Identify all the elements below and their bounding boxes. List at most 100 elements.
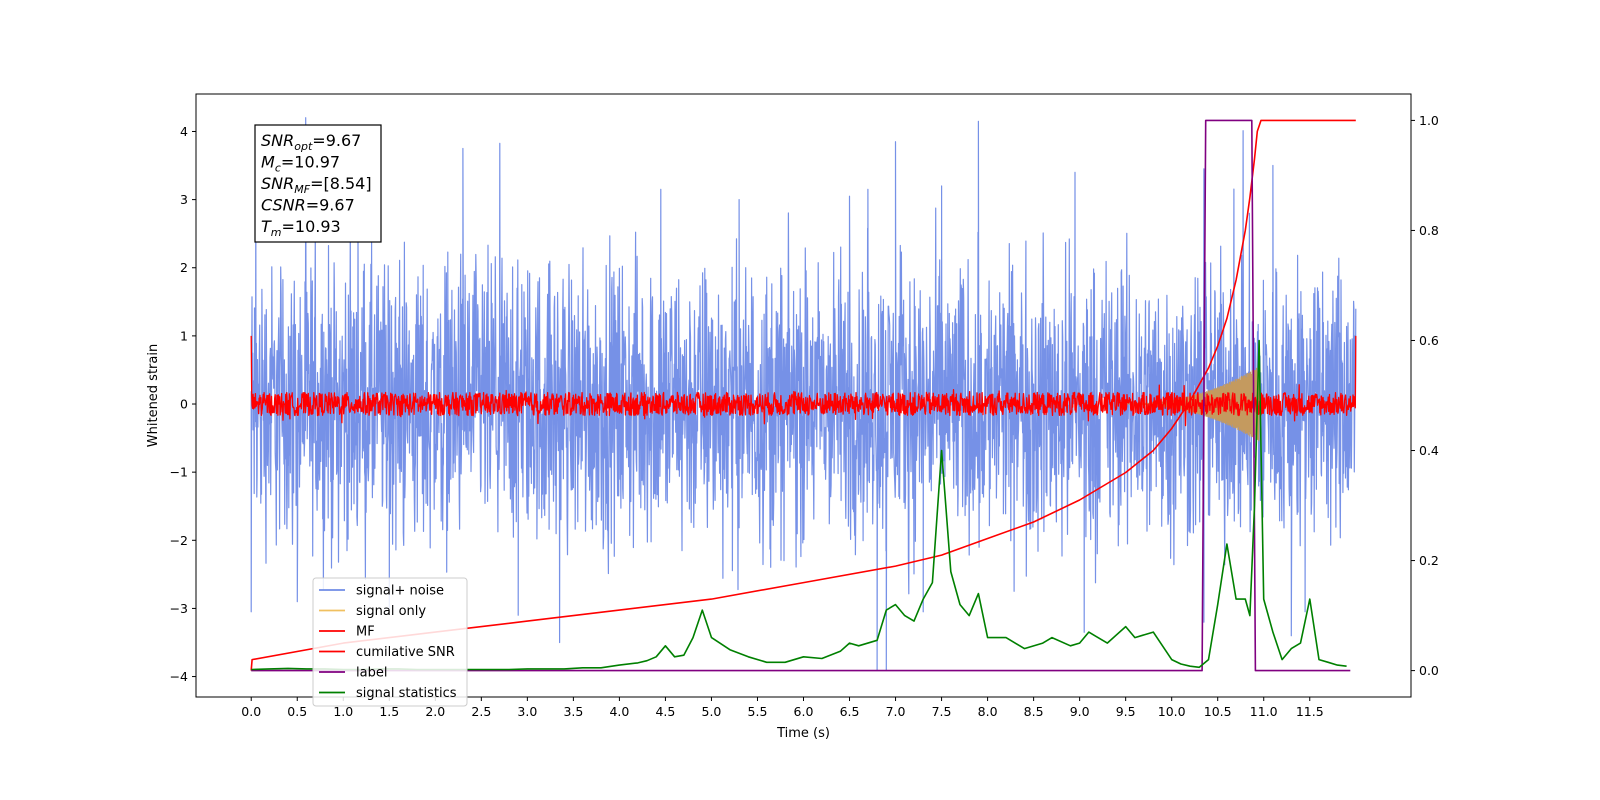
y-tick-label: 4 <box>180 124 188 139</box>
annotation-frame <box>254 124 382 243</box>
y-tick: 2 <box>180 260 196 275</box>
x-tick: 7.5 <box>932 697 952 719</box>
x-tick: 6.0 <box>794 697 814 719</box>
annotation-line: SNRopt=9.67 <box>261 131 361 153</box>
legend-item: signal statistics <box>319 686 457 701</box>
x-tick: 2.5 <box>471 697 491 719</box>
x-tick-label: 2.0 <box>425 704 445 719</box>
y-axis-label: Whitened strain <box>146 344 161 447</box>
x-tick-label: 6.0 <box>794 704 814 719</box>
x-tick: 11.5 <box>1296 697 1324 719</box>
x-tick-label: 8.5 <box>1024 704 1044 719</box>
legend-label: cumilative SNR <box>356 645 455 660</box>
x-tick-label: 3.0 <box>517 704 537 719</box>
y2-tick: 0.6 <box>1411 333 1439 348</box>
x-tick-label: 7.5 <box>932 704 952 719</box>
x-axis: 0.0 0.5 1.0 1.5 2.0 2.5 3.0 3.5 4.0 4.5 5.0 5.5 6.0 6… <box>241 697 1324 719</box>
x-tick-label: 6.5 <box>840 704 860 719</box>
x-tick-label: 8.0 <box>978 704 998 719</box>
x-tick-label: 10.0 <box>1158 704 1186 719</box>
x-tick-label: 9.0 <box>1070 704 1090 719</box>
y-tick-label: 0 <box>180 397 188 412</box>
series-signal-noise <box>250 117 1357 671</box>
y-tick-label: −2 <box>170 533 188 548</box>
legend: signal+ noise signal only MF cumilative SNR… <box>312 577 468 707</box>
y-tick-label: −3 <box>170 601 188 616</box>
legend-frame <box>312 577 468 707</box>
y2-tick-label: 1.0 <box>1419 113 1439 128</box>
x-tick: 4.0 <box>609 697 629 719</box>
x-tick-label: 0.0 <box>241 704 261 719</box>
y2-tick: 0.8 <box>1411 223 1439 238</box>
y2-tick: 0.2 <box>1411 553 1439 568</box>
x-tick-label: 0.5 <box>287 704 307 719</box>
y2-tick: 0.0 <box>1411 663 1439 678</box>
plot-area <box>250 117 1357 672</box>
y-tick: −3 <box>170 601 196 616</box>
x-tick-label: 11.0 <box>1250 704 1278 719</box>
legend-label: signal only <box>356 604 426 619</box>
x-tick: 0.0 <box>241 697 261 719</box>
x-tick: 11.0 <box>1250 697 1278 719</box>
x-axis-label: Time (s) <box>776 726 830 741</box>
x-tick: 7.0 <box>886 697 906 719</box>
annotation-line: Mc=10.97 <box>261 153 340 175</box>
annotation-line: Tm=10.93 <box>261 217 341 239</box>
x-tick: 8.0 <box>978 697 998 719</box>
x-tick-label: 1.5 <box>379 704 399 719</box>
y-tick: −2 <box>170 533 196 548</box>
x-tick-label: 3.5 <box>563 704 583 719</box>
x-tick: 10.5 <box>1204 697 1232 719</box>
series-label <box>251 119 1351 672</box>
x-tick: 3.0 <box>517 697 537 719</box>
legend-item: signal only <box>319 604 426 619</box>
x-tick: 5.5 <box>748 697 768 719</box>
y-axis-right: 1.0 0.8 0.6 0.4 0.2 0.0 <box>1411 113 1439 678</box>
annotation-line: SNRMF=[8.54] <box>261 174 372 196</box>
legend-item: cumilative SNR <box>319 645 455 660</box>
y-tick: −1 <box>170 465 196 480</box>
x-tick: 0.5 <box>287 697 307 719</box>
legend-label: signal+ noise <box>356 584 444 599</box>
x-tick-label: 1.0 <box>333 704 353 719</box>
y2-tick-label: 0.2 <box>1419 553 1439 568</box>
x-tick-label: 7.0 <box>886 704 906 719</box>
series-mf <box>250 335 1357 427</box>
x-tick-label: 5.5 <box>748 704 768 719</box>
x-tick-label: 4.5 <box>655 704 675 719</box>
annotation-line: CSNR=9.67 <box>261 196 355 215</box>
y-tick-label: −4 <box>170 669 188 684</box>
x-tick: 5.0 <box>702 697 722 719</box>
y-tick: −4 <box>170 669 196 684</box>
x-tick-label: 11.5 <box>1296 704 1324 719</box>
x-tick: 6.5 <box>840 697 860 719</box>
y-axis-left: 4 3 2 1 0 −1 −2 −3 −4 <box>170 124 196 684</box>
y2-tick-label: 0.8 <box>1419 223 1439 238</box>
legend-item: label <box>319 666 387 681</box>
x-tick: 9.5 <box>1116 697 1136 719</box>
y-tick-label: 1 <box>180 328 188 343</box>
annotation-box: SNRopt=9.67Mc=10.97SNRMF=[8.54]CSNR=9.67… <box>254 124 382 243</box>
x-tick: 3.5 <box>563 697 583 719</box>
x-tick-label: 4.0 <box>609 704 629 719</box>
x-tick-label: 5.0 <box>702 704 722 719</box>
y-tick-label: 2 <box>180 260 188 275</box>
x-tick: 8.5 <box>1024 697 1044 719</box>
y-tick: 4 <box>180 124 196 139</box>
legend-label: MF <box>356 625 375 640</box>
y-tick: 0 <box>180 397 196 412</box>
y2-tick-label: 0.4 <box>1419 443 1439 458</box>
y2-tick-label: 0.6 <box>1419 333 1439 348</box>
y-tick: 3 <box>180 192 196 207</box>
x-tick: 4.5 <box>655 697 675 719</box>
legend-item: signal+ noise <box>319 584 444 599</box>
x-tick: 9.0 <box>1070 697 1090 719</box>
x-tick-label: 10.5 <box>1204 704 1232 719</box>
y-tick-label: −1 <box>170 465 188 480</box>
y-tick-label: 3 <box>180 192 188 207</box>
x-tick: 10.0 <box>1158 697 1186 719</box>
legend-item: MF <box>319 625 375 640</box>
legend-label: signal statistics <box>356 686 457 701</box>
y2-tick: 0.4 <box>1411 443 1439 458</box>
